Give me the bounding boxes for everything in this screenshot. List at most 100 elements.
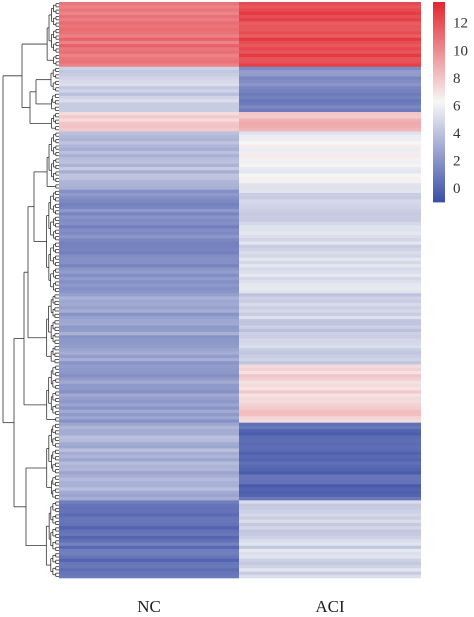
heatmap-cell-aci — [239, 432, 421, 436]
heatmap-cell-aci — [239, 419, 421, 423]
heatmap-cell-aci — [239, 21, 421, 25]
heatmap-cell-aci — [239, 183, 421, 187]
heatmap-cell-nc — [59, 79, 239, 84]
heatmap-cell-nc — [59, 558, 239, 563]
colorbar-segment — [433, 182, 445, 185]
heatmap-cell-nc — [59, 231, 239, 236]
heatmap-cell-nc — [59, 315, 239, 320]
heatmap-cell-nc — [59, 60, 239, 64]
heatmap-cell-aci — [239, 396, 421, 401]
heatmap-cell-nc — [59, 37, 239, 42]
heatmap-cell-nc — [59, 144, 239, 148]
heatmap-cell-nc — [59, 480, 239, 485]
heatmap-cell-nc — [59, 238, 239, 242]
colorbar-segment — [433, 16, 445, 19]
colorbar-segment — [433, 174, 445, 177]
heatmap-cell-aci — [239, 561, 421, 566]
heatmap-cell-nc — [59, 31, 239, 35]
heatmap-cell-aci — [239, 189, 421, 194]
heatmap-cell-aci — [239, 53, 421, 58]
heatmap-cell-aci — [239, 471, 421, 475]
colorbar-segment — [433, 118, 445, 121]
heatmap-cell-nc — [59, 364, 239, 368]
heatmap-cell-nc — [59, 296, 239, 301]
heatmap-cell-aci — [239, 319, 421, 323]
heatmap-cell-nc — [59, 196, 239, 200]
colorbar-segment — [433, 42, 445, 45]
heatmap-cell-aci — [239, 283, 421, 288]
heatmap-cell-aci — [239, 66, 421, 71]
heatmap-cell-aci — [239, 241, 421, 245]
heatmap-cell-nc — [59, 526, 239, 530]
heatmap-cell-nc — [59, 241, 239, 245]
colorbar-segment — [433, 162, 445, 165]
heatmap-cell-nc — [59, 73, 239, 77]
heatmap-cell-nc — [59, 451, 239, 456]
colorbar-segment — [433, 144, 445, 147]
heatmap-cell-aci — [239, 425, 421, 430]
heatmap-cell-nc — [59, 474, 239, 478]
heatmap-cell-nc — [59, 24, 239, 29]
colorbar-tick-label: 12 — [453, 16, 468, 32]
colorbar-segment — [433, 96, 445, 99]
heatmap-cell-aci — [239, 393, 421, 398]
heatmap-cell-aci — [239, 568, 421, 572]
heatmap-cell-aci — [239, 383, 421, 388]
colorbar-segment — [433, 2, 445, 5]
heatmap-cell-aci — [239, 234, 421, 239]
colorbar-segment — [433, 140, 445, 143]
heatmap-cell-nc — [59, 322, 239, 326]
colorbar-segment — [433, 132, 445, 135]
heatmap-cell-aci — [239, 322, 421, 326]
heatmap-cell-aci — [239, 24, 421, 29]
heatmap-cell-aci — [239, 461, 421, 466]
heatmap-cell-aci — [239, 40, 421, 45]
heatmap-cell-aci — [239, 526, 421, 530]
heatmap-cell-aci — [239, 115, 421, 119]
heatmap-cell-nc — [59, 264, 239, 268]
heatmap-cell-aci — [239, 510, 421, 514]
heatmap-cell-nc — [59, 277, 239, 281]
heatmap-cell-aci — [239, 406, 421, 411]
heatmap-cell-aci — [239, 500, 421, 504]
heatmap-cell-aci — [239, 112, 421, 116]
colorbar-segment — [433, 70, 445, 73]
heatmap-cell-aci — [239, 209, 421, 213]
heatmap-cell-aci — [239, 545, 421, 550]
colorbar-segment — [433, 78, 445, 81]
heatmap-cell-aci — [239, 82, 421, 87]
heatmap-cell-nc — [59, 112, 239, 116]
heatmap-cell-aci — [239, 5, 421, 9]
heatmap-cell-aci — [239, 27, 421, 32]
heatmap-cell-aci — [239, 141, 421, 145]
heatmap-cell-aci — [239, 513, 421, 517]
heatmap-cell-aci — [239, 267, 421, 271]
colorbar-segment — [433, 56, 445, 59]
colorbar-segment — [433, 100, 445, 103]
colorbar-segment — [433, 122, 445, 125]
heatmap-cell-aci — [239, 309, 421, 313]
heatmap-cell-aci — [239, 377, 421, 381]
heatmap-cell-nc — [59, 192, 239, 197]
heatmap-cell-nc — [59, 2, 239, 6]
heatmap-cell-aci — [239, 76, 421, 80]
heatmap-cell-aci — [239, 380, 421, 385]
colorbar-segment — [433, 12, 445, 15]
heatmap-cell-nc — [59, 532, 239, 537]
heatmap-cell-nc — [59, 218, 239, 223]
heatmap-cell-nc — [59, 34, 239, 38]
colorbar-segment — [433, 170, 445, 173]
heatmap-cell-aci — [239, 539, 421, 543]
heatmap-cell-aci — [239, 86, 421, 90]
colorbar-segment — [433, 92, 445, 95]
colorbar-segment — [433, 158, 445, 161]
heatmap-cell-nc — [59, 160, 239, 165]
color-scale-ticks: 0 2 4 6 8 10 12 — [453, 16, 468, 197]
heatmap-cell-nc — [59, 150, 239, 155]
heatmap-cell-aci — [239, 99, 421, 103]
color-scale-bar — [433, 2, 445, 203]
heatmap-cell-nc — [59, 157, 239, 161]
colorbar-segment — [433, 166, 445, 169]
heatmap-cell-nc — [59, 370, 239, 375]
